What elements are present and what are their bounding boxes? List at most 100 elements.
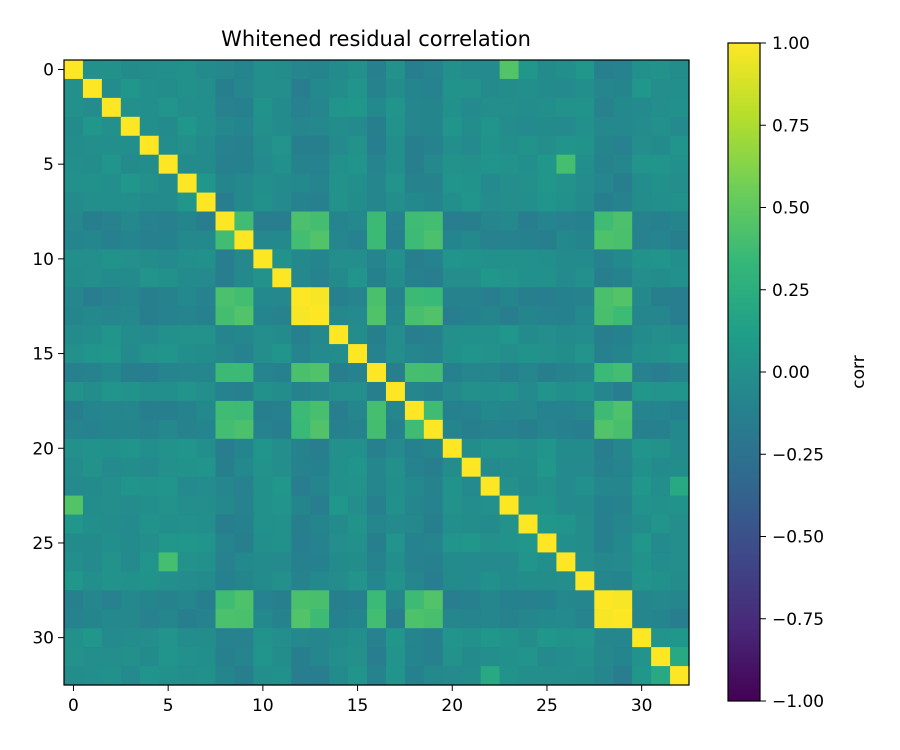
- heatmap-cell: [196, 325, 217, 345]
- heatmap-cell: [385, 609, 406, 629]
- heatmap-cell: [82, 495, 103, 516]
- heatmap-cell: [82, 192, 103, 213]
- heatmap-cell: [139, 514, 160, 535]
- heatmap-cell: [537, 268, 558, 288]
- heatmap-cell: [556, 192, 576, 213]
- heatmap-cell: [215, 438, 236, 459]
- heatmap-cell: [537, 60, 558, 80]
- heatmap-cell: [64, 249, 84, 269]
- heatmap-cell: [423, 211, 444, 232]
- heatmap-cell: [310, 97, 330, 118]
- heatmap-cell: [82, 419, 103, 440]
- heatmap-cell: [461, 533, 482, 554]
- heatmap-cell: [537, 192, 558, 213]
- heatmap-cell: [348, 97, 368, 118]
- heatmap-cell: [310, 514, 330, 535]
- heatmap-cell: [329, 325, 349, 345]
- heatmap-cell: [499, 325, 520, 345]
- heatmap-cell: [291, 514, 311, 535]
- heatmap-cell: [613, 249, 633, 269]
- heatmap-cell: [632, 438, 652, 459]
- heatmap-cell: [480, 97, 501, 118]
- heatmap-cell: [234, 552, 254, 572]
- heatmap-cell: [234, 571, 254, 591]
- heatmap-cell: [442, 363, 463, 383]
- heatmap-cell: [177, 400, 198, 421]
- heatmap-cell: [651, 211, 671, 232]
- heatmap-cell: [670, 419, 690, 440]
- heatmap-cell: [158, 268, 179, 288]
- heatmap-cell: [272, 476, 292, 497]
- heatmap-cell: [442, 287, 463, 307]
- heatmap-cell: [272, 419, 292, 440]
- heatmap-cell: [120, 647, 141, 667]
- heatmap-cell: [234, 628, 254, 648]
- heatmap-cell: [64, 192, 84, 213]
- heatmap-cell: [518, 116, 539, 137]
- heatmap-cell: [367, 344, 387, 364]
- heatmap-cell: [215, 419, 236, 440]
- heatmap-cell: [158, 666, 179, 686]
- heatmap-cell: [404, 647, 425, 667]
- heatmap-cell: [404, 419, 425, 440]
- heatmap-cell: [575, 666, 595, 686]
- x-tick-label: 10: [252, 696, 274, 716]
- heatmap-cell: [196, 438, 217, 459]
- heatmap-cell: [556, 344, 576, 364]
- heatmap-cell: [120, 381, 141, 402]
- heatmap-cell: [139, 268, 160, 288]
- heatmap-cell: [234, 363, 254, 383]
- heatmap-cell: [329, 154, 349, 175]
- heatmap-cell: [348, 533, 368, 554]
- heatmap-cell: [329, 533, 349, 554]
- heatmap-cell: [461, 306, 482, 326]
- heatmap-cell: [461, 287, 482, 307]
- heatmap-cell: [499, 268, 520, 288]
- heatmap-cell: [120, 230, 141, 250]
- heatmap-cell: [64, 97, 84, 118]
- heatmap-cell: [499, 438, 520, 459]
- heatmap-cell: [556, 514, 576, 535]
- heatmap-cell: [632, 457, 652, 478]
- heatmap-cell: [537, 419, 558, 440]
- heatmap-cell: [480, 419, 501, 440]
- heatmap-cell: [537, 230, 558, 250]
- heatmap-cell: [64, 514, 84, 535]
- x-tick-label: 5: [163, 696, 174, 716]
- heatmap-cell: [423, 173, 444, 194]
- heatmap-cell: [348, 552, 368, 572]
- heatmap-cell: [499, 647, 520, 667]
- heatmap-cell: [64, 325, 84, 345]
- heatmap-cell: [329, 344, 349, 364]
- heatmap-cell: [64, 173, 84, 194]
- heatmap-cell: [385, 457, 406, 478]
- heatmap-cell: [385, 173, 406, 194]
- heatmap-cell: [120, 325, 141, 345]
- heatmap-cell: [253, 647, 273, 667]
- heatmap-cell: [101, 457, 122, 478]
- heatmap-cell: [594, 400, 614, 421]
- colorbar-tick-label: 0.50: [772, 199, 810, 219]
- heatmap-cell: [291, 192, 311, 213]
- heatmap-cell: [120, 192, 141, 213]
- heatmap-cell: [499, 495, 520, 516]
- heatmap-cell: [632, 381, 652, 402]
- y-axis: 0 5 10 15 20 25 30: [32, 60, 64, 649]
- heatmap-cell: [575, 647, 595, 667]
- heatmap-cell: [82, 590, 103, 610]
- heatmap-cell: [594, 287, 614, 307]
- heatmap-cell: [291, 495, 311, 516]
- heatmap-cell: [594, 628, 614, 648]
- heatmap-cell: [367, 457, 387, 478]
- heatmap-cell: [442, 97, 463, 118]
- heatmap-cell: [64, 533, 84, 554]
- heatmap-cell: [461, 192, 482, 213]
- heatmap-cell: [442, 647, 463, 667]
- heatmap-cell: [670, 211, 690, 232]
- heatmap-cell: [613, 325, 633, 345]
- heatmap-cell: [613, 419, 633, 440]
- heatmap-cell: [64, 154, 84, 175]
- heatmap-cell: [556, 287, 576, 307]
- heatmap-cell: [101, 116, 122, 137]
- heatmap-cell: [499, 344, 520, 364]
